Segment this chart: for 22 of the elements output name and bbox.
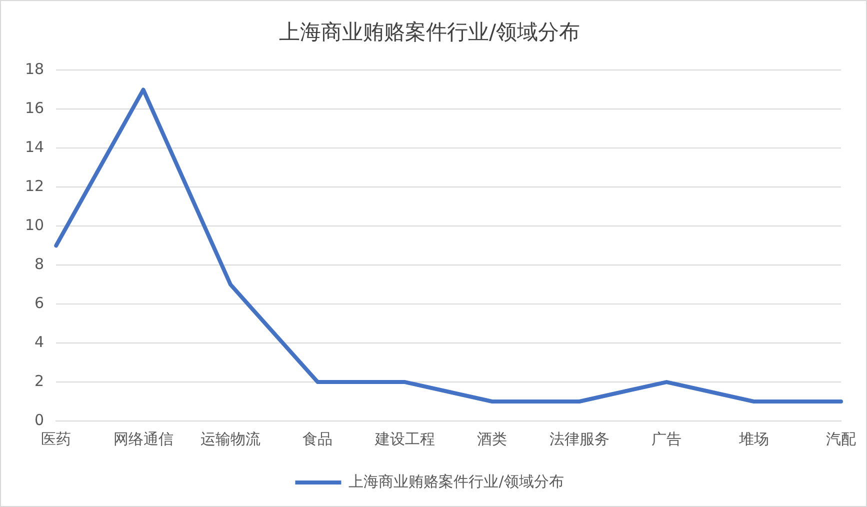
x-tick-label: 酒类 <box>477 430 508 448</box>
y-tick-label: 0 <box>34 410 44 429</box>
x-tick-label: 运输物流 <box>200 430 261 448</box>
y-tick-label: 12 <box>24 177 44 196</box>
x-tick-label: 医药 <box>41 430 72 448</box>
y-tick-label: 10 <box>24 216 44 234</box>
legend-label: 上海商业贿赂案件行业/领域分布 <box>348 472 564 490</box>
y-tick-label: 8 <box>34 254 44 273</box>
y-tick-label: 6 <box>34 294 44 312</box>
x-tick-label: 网络通信 <box>113 430 174 448</box>
chart-title: 上海商业贿赂案件行业/领域分布 <box>278 20 580 44</box>
x-tick-label: 法律服务 <box>549 430 610 448</box>
x-tick-label: 汽配 <box>826 430 856 448</box>
x-tick-label: 广告 <box>652 430 682 448</box>
y-tick-label: 14 <box>24 138 44 156</box>
x-tick-label: 食品 <box>302 430 333 448</box>
x-tick-label: 堆场 <box>738 430 769 448</box>
y-tick-label: 16 <box>24 99 44 118</box>
y-tick-label: 18 <box>24 60 44 78</box>
y-tick-label: 2 <box>34 372 44 390</box>
x-tick-label: 建设工程 <box>374 430 435 448</box>
y-tick-label: 4 <box>34 332 44 351</box>
